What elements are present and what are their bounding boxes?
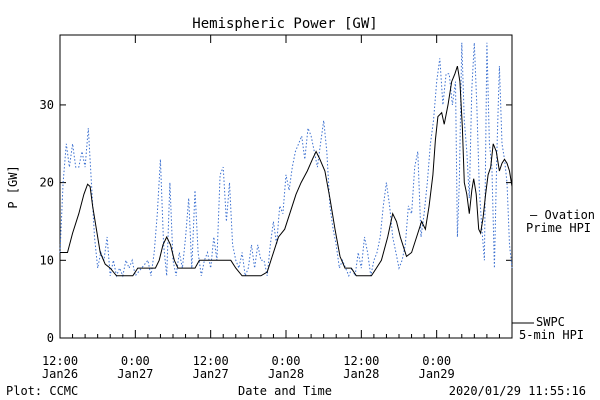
x-tick-label-time: 12:00 bbox=[193, 354, 229, 368]
swpc-series bbox=[60, 65, 513, 277]
series-ovation-line bbox=[59, 42, 513, 278]
x-tick-label-date: Jan28 bbox=[268, 367, 304, 381]
x-tick-label-date: Jan28 bbox=[343, 367, 379, 381]
ovation-series bbox=[59, 42, 513, 278]
x-tick-label-date: Jan29 bbox=[419, 367, 455, 381]
x-tick-label-time: 0:00 bbox=[422, 354, 451, 368]
legend-ovation-line1: – Ovation bbox=[530, 208, 595, 222]
y-tick-label: 10 bbox=[40, 253, 54, 267]
x-tick-label-time: 12:00 bbox=[42, 354, 78, 368]
x-axis-label: Date and Time bbox=[238, 384, 332, 398]
y-tick-label: 30 bbox=[40, 98, 54, 112]
y-tick-label: 0 bbox=[47, 331, 54, 345]
y-axis-label: P [GW] bbox=[6, 165, 20, 208]
y-tick-label: 20 bbox=[40, 176, 54, 190]
legend-ovation-line2: Prime HPI bbox=[526, 221, 591, 235]
legend-swpc: SWPC 5-min HPI bbox=[512, 315, 584, 342]
timestamp: 2020/01/29 11:55:16 bbox=[449, 384, 586, 398]
series-swpc-line bbox=[60, 65, 513, 277]
x-tick-label-time: 12:00 bbox=[343, 354, 379, 368]
x-tick-label-date: Jan26 bbox=[42, 367, 78, 381]
legend-ovation: – Ovation Prime HPI bbox=[526, 208, 595, 235]
x-tick-label-time: 0:00 bbox=[121, 354, 150, 368]
y-axis-ticks: 0 10 20 30 bbox=[40, 98, 512, 345]
plot-frame bbox=[59, 34, 513, 339]
legend-swpc-line2: 5-min HPI bbox=[519, 328, 584, 342]
x-tick-label-time: 0:00 bbox=[272, 354, 301, 368]
legend-swpc-line1: SWPC bbox=[536, 315, 565, 329]
x-tick-label-date: Jan27 bbox=[193, 367, 229, 381]
plot-credit: Plot: CCMC bbox=[6, 384, 78, 398]
x-axis-ticks: 12:00Jan260:00Jan2712:00Jan270:00Jan2812… bbox=[42, 35, 500, 381]
x-tick-label-date: Jan27 bbox=[117, 367, 153, 381]
chart-title: Hemispheric Power [GW] bbox=[192, 16, 377, 32]
